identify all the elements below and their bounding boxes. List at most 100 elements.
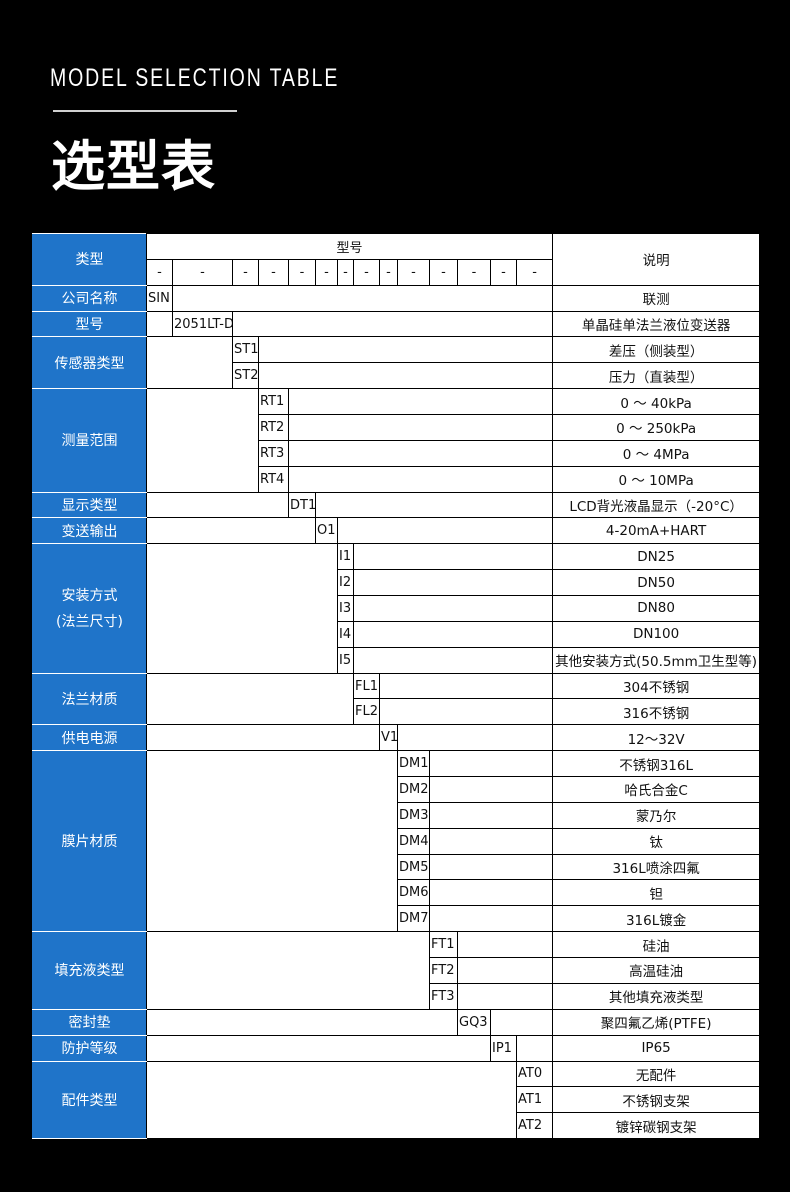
- option-description: 0 ～ 4MPa: [552, 439, 761, 467]
- blank-cell: [352, 595, 554, 622]
- blank-cell: [456, 957, 554, 984]
- option-code: FL1: [353, 672, 380, 700]
- category-name: 防护等级: [61, 1041, 118, 1058]
- category-label: 防护等级: [32, 1034, 147, 1062]
- table-row: I2 DN50: [33, 569, 761, 597]
- table-row: 显示类型 DT1 LCD背光液晶显示（-20°C）: [32, 491, 761, 519]
- blank-cell: [146, 310, 173, 338]
- option-code: ST1: [232, 336, 259, 364]
- category-label: 填充液类型: [32, 931, 147, 1010]
- blank-cell: [428, 801, 554, 829]
- category-label: 安装方式 (法兰尺寸): [32, 543, 147, 674]
- table-row: RT2 0 ～ 250kPa: [33, 414, 761, 441]
- blank-cell: [287, 388, 554, 416]
- option-description: 0 ～ 10MPa: [552, 465, 761, 493]
- category-name: 显示类型: [61, 498, 118, 515]
- option-description: 316L喷涂四氟: [552, 853, 761, 881]
- category-label: 膜片材质: [32, 750, 147, 933]
- blank-cell: [428, 827, 554, 855]
- option-description: LCD背光液晶显示（-20°C）: [552, 491, 761, 519]
- blank-cell: [171, 284, 554, 312]
- category-name: 膜片材质: [61, 834, 118, 851]
- blank-cell: [231, 310, 554, 338]
- category-name: 变送输出: [61, 523, 118, 540]
- table-row: 密封垫 GQ3 聚四氟乙烯(PTFE): [32, 1008, 761, 1036]
- option-description: DN100: [552, 620, 761, 648]
- option-description: 12～32V: [552, 724, 761, 752]
- option-code: SIN: [146, 284, 173, 312]
- table-row: 公司名称 SIN 联测: [32, 284, 761, 312]
- option-description: 镀锌碳钢支架: [552, 1112, 761, 1140]
- dash-cell: -: [288, 258, 316, 286]
- table-row: 膜片材质 DM1 不锈钢316L: [32, 750, 761, 933]
- option-code: IP1: [490, 1034, 517, 1062]
- option-code: FT2: [429, 957, 458, 984]
- category-name: 安装方式: [61, 588, 118, 605]
- table-row: 法兰材质 FL1 304不锈钢: [32, 672, 761, 726]
- option-description: 联测: [552, 284, 761, 312]
- blank-cell: [396, 724, 554, 752]
- option-description: DN25: [552, 543, 761, 571]
- category-name: 测量范围: [61, 433, 118, 450]
- option-code: RT2: [258, 414, 289, 441]
- category-label: 公司名称: [32, 284, 147, 312]
- blank-cell: [146, 517, 316, 545]
- option-description: 差压（侧装型）: [552, 336, 761, 364]
- option-description: DN50: [552, 569, 761, 597]
- option-code: DM3: [397, 801, 430, 829]
- dash-cell: -: [379, 258, 398, 286]
- option-code: I2: [337, 569, 354, 597]
- dash-cell: -: [490, 258, 517, 286]
- table-row: DM7 316L镀金: [33, 905, 761, 933]
- table-row: 测量范围 RT1 0 ～ 40kPa: [32, 388, 761, 493]
- category-label: 测量范围: [32, 388, 147, 493]
- table-row: RT3 0 ～ 4MPa: [33, 439, 761, 467]
- table-row: 变送输出 O1 4-20mA+HART: [32, 517, 761, 545]
- blank-cell: [146, 672, 354, 726]
- option-code: DM6: [397, 879, 430, 907]
- dash-cell: -: [315, 258, 338, 286]
- category-name: 供电电源: [61, 730, 118, 747]
- category-name: 配件类型: [61, 1092, 118, 1109]
- category-name: 密封垫: [68, 1015, 111, 1032]
- dash-cell: -: [397, 258, 430, 286]
- blank-cell: [287, 414, 554, 441]
- option-code: DM5: [397, 853, 430, 881]
- type-header: 类型: [32, 233, 147, 286]
- option-code: FT3: [429, 982, 458, 1010]
- option-code: O1: [315, 517, 338, 545]
- category-name: 填充液类型: [54, 963, 125, 980]
- blank-cell: [146, 1034, 491, 1062]
- option-description: 316L镀金: [552, 905, 761, 933]
- option-description: 316不锈钢: [552, 698, 761, 726]
- category-subname: (法兰尺寸): [56, 614, 123, 631]
- option-code: AT0: [515, 1060, 554, 1088]
- table-row: 防护等级 IP1 IP65: [32, 1034, 761, 1062]
- blank-cell: [515, 1034, 554, 1062]
- blank-cell: [287, 439, 554, 467]
- blank-cell: [336, 517, 554, 545]
- category-label: 供电电源: [32, 724, 147, 752]
- category-name: 传感器类型: [54, 355, 125, 372]
- option-description: 蒙乃尔: [552, 801, 761, 829]
- table-row: AT1 不锈钢支架: [33, 1086, 761, 1114]
- blank-cell: [428, 750, 554, 778]
- table-row: 型号 2051LT-D 单晶硅单法兰液位变送器: [32, 310, 761, 338]
- option-description: IP65: [552, 1034, 761, 1062]
- category-name: 公司名称: [61, 291, 118, 308]
- option-description: 不锈钢支架: [552, 1086, 761, 1114]
- option-code: DT1: [288, 491, 316, 519]
- option-code: RT3: [258, 439, 289, 467]
- blank-cell: [146, 388, 259, 493]
- category-label: 密封垫: [32, 1008, 147, 1036]
- option-description: 其他安装方式(50.5mm卫生型等): [552, 646, 761, 674]
- table-row: 安装方式 (法兰尺寸) I1 DN25: [32, 543, 761, 674]
- table-row: I4 DN100: [33, 620, 761, 648]
- option-description: 钛: [552, 827, 761, 855]
- dash-cell: -: [172, 258, 233, 286]
- option-description: 哈氏合金C: [552, 776, 761, 803]
- option-code: RT1: [258, 388, 289, 416]
- option-code: FT1: [429, 931, 458, 959]
- blank-cell: [146, 724, 380, 752]
- dash-cell: -: [515, 258, 554, 286]
